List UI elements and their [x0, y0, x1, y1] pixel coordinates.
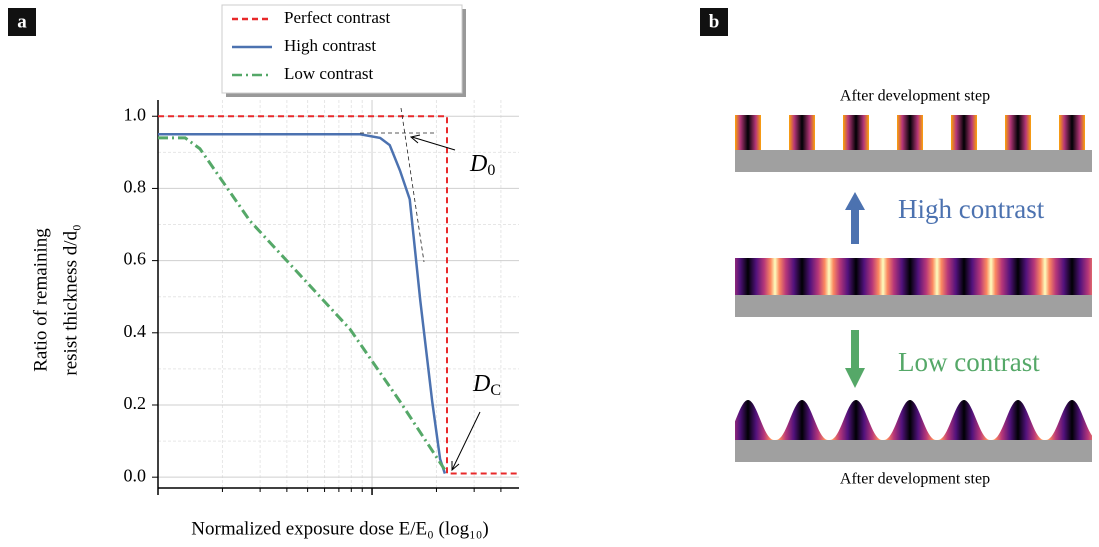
- annotation-sub: C: [490, 382, 501, 399]
- panel-label: b: [709, 11, 720, 32]
- panel-label-box: [8, 8, 36, 36]
- panel-label-box: [700, 8, 728, 36]
- legend-label: High contrast: [284, 36, 376, 55]
- resist-pillar: [843, 115, 869, 150]
- annotation: D0: [469, 151, 495, 179]
- substrate: [735, 440, 1092, 462]
- y-tick-label: 0.8: [124, 177, 147, 197]
- resist-profile: [735, 400, 1092, 440]
- annotation-arrow: [451, 411, 481, 471]
- resist-pillar: [735, 115, 761, 150]
- y-axis-label: Ratio of remaining: [30, 228, 51, 372]
- legend-label: Perfect contrast: [284, 8, 390, 27]
- caption: After development step: [840, 471, 990, 488]
- arrow-head: [845, 192, 865, 210]
- resist-pillar: [1059, 115, 1085, 150]
- annotation-sub: 0: [487, 162, 495, 179]
- annotation-main: D: [469, 151, 487, 177]
- annotation-main: D: [472, 371, 490, 397]
- substrate: [735, 150, 1092, 172]
- plot-area: 0.0 0.2 0.4 0.6 0.8 1.0: [124, 100, 519, 495]
- y-tick-label: 1.0: [124, 104, 147, 124]
- substrate: [735, 295, 1092, 317]
- y-tick-label: 0.6: [124, 249, 147, 269]
- annotation-arrow: [411, 136, 456, 151]
- y-tick-label: 0.4: [124, 321, 147, 341]
- panel-label: a: [17, 11, 27, 32]
- y-tick-label: 0.2: [124, 393, 147, 413]
- resist-pillar: [951, 115, 977, 150]
- tangent-line: [400, 107, 425, 263]
- annotation-arrow-head: [409, 134, 421, 144]
- y-tick-label: 0.0: [124, 465, 147, 485]
- data-line: [158, 136, 447, 471]
- arrow-shaft: [851, 330, 859, 370]
- legend: Perfect contrast High contrast Low contras…: [221, 4, 466, 97]
- arrow-head: [845, 368, 865, 388]
- x-axis-label: Normalized exposure dose E/E₀ (log₁₀): [191, 518, 488, 539]
- legend-label: Low contrast: [284, 64, 374, 83]
- resist-pillar: [897, 115, 923, 150]
- y-axis-label: resist thickness d/d₀: [60, 224, 81, 375]
- resist-pillar: [1005, 115, 1031, 150]
- caption: After development step: [840, 88, 990, 105]
- resist-pillar: [789, 115, 815, 150]
- resist-exposed: [735, 258, 1092, 295]
- diagram: After development step High contrast Low…: [735, 88, 1092, 488]
- annotation: DC: [472, 371, 501, 399]
- data-line: [158, 115, 519, 475]
- contrast-label: Low contrast: [898, 347, 1040, 377]
- arrow-shaft: [851, 208, 859, 244]
- contrast-label: High contrast: [898, 194, 1045, 224]
- annotation-arrow-head: [451, 461, 460, 472]
- data-line: [158, 133, 447, 474]
